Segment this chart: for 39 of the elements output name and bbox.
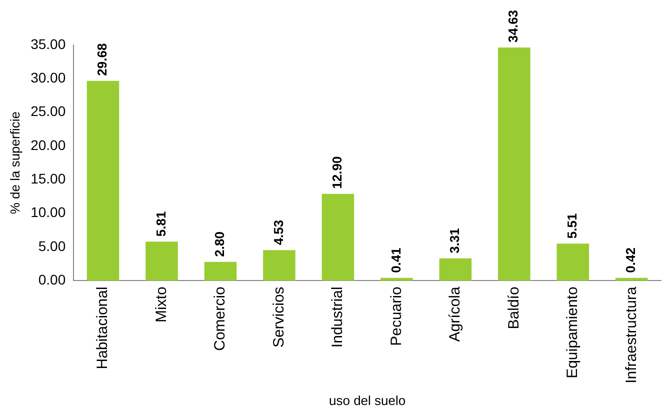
x-tick-label: Infraestructura (622, 286, 640, 384)
y-tick-label: 15.00 (30, 170, 66, 187)
x-tick-label: Pecuario (388, 286, 405, 346)
x-axis-title: uso del suelo (329, 392, 406, 408)
data-label: 34.63 (506, 10, 521, 42)
data-label: 0.42 (623, 248, 638, 273)
bar (146, 242, 178, 281)
bar (439, 258, 472, 281)
y-tick-label: 0.00 (38, 272, 66, 288)
data-label: 29.68 (94, 43, 110, 76)
y-tick-label: 5.00 (38, 238, 66, 254)
data-label: 2.80 (212, 232, 228, 257)
y-axis-title: % de la superficie (7, 112, 22, 214)
bar (498, 47, 530, 281)
data-label: 0.41 (388, 248, 404, 273)
y-tick-label: 10.00 (30, 204, 66, 220)
y-tick-label: 25.00 (30, 103, 66, 120)
data-label: 3.31 (447, 228, 462, 254)
bar (204, 262, 237, 281)
bar (556, 244, 590, 281)
x-tick-label: Mixto (152, 286, 170, 323)
data-label: 4.53 (270, 220, 286, 246)
bar (380, 278, 413, 281)
x-tick-label: Baldío (505, 286, 522, 330)
x-tick-label: Servicios (270, 286, 288, 348)
x-tick-label: Comercio (212, 286, 229, 351)
data-label: 5.81 (153, 211, 168, 237)
y-tick-label: 35.00 (30, 36, 66, 52)
y-tick-label: 30.00 (30, 70, 66, 86)
bar (322, 194, 354, 281)
data-label: 5.51 (564, 213, 580, 239)
x-tick-label: Habitacional (94, 286, 112, 370)
bar (86, 80, 120, 281)
x-tick-label: Equipamiento (564, 286, 582, 378)
bar (263, 250, 296, 281)
x-tick-label: Agrícola (446, 286, 464, 342)
data-label: 12.90 (330, 156, 345, 189)
y-tick-label: 20.00 (30, 136, 66, 153)
x-tick-label: Industrial (329, 286, 346, 348)
